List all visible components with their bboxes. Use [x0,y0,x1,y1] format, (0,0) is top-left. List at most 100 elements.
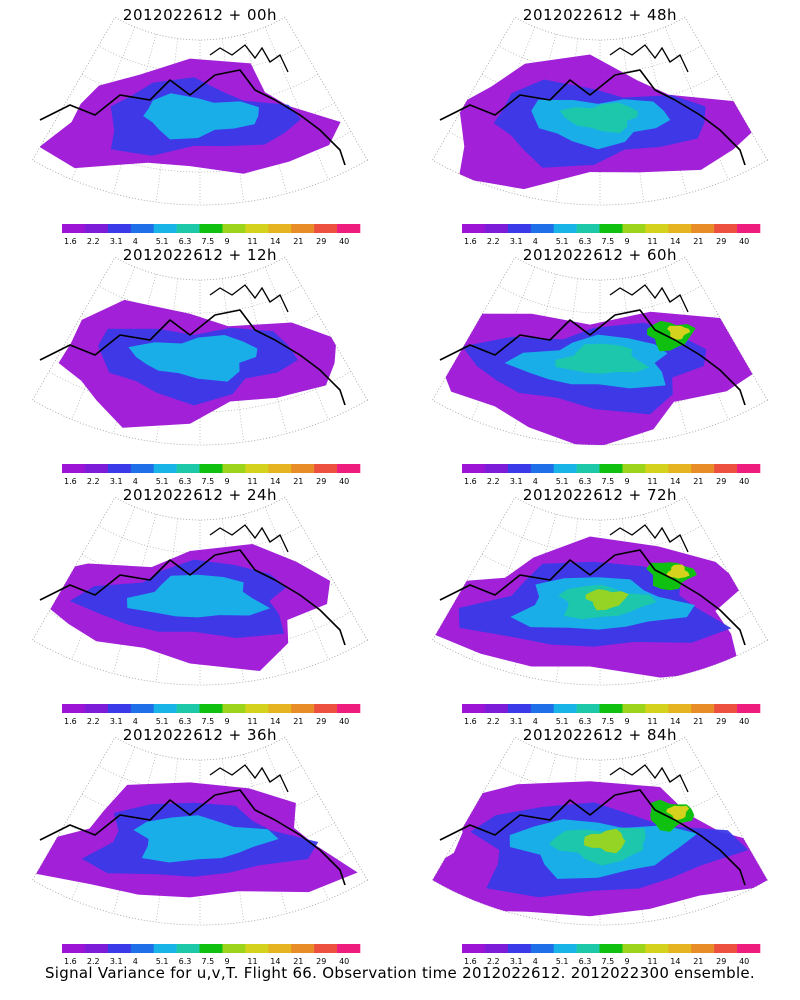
colorbar: 1.6 2.2 3.1 4 5.1 6.3 7.5 9 11 14 21 29 40 [62,704,361,726]
projected-map [431,256,769,446]
colorbar-label: 5.1 [556,237,569,246]
map-boundary [431,496,769,686]
colorbar-label: 7.5 [202,477,215,486]
colorbar-label: 6.3 [579,477,592,486]
colorbar-swatch [199,704,223,713]
colorbar-swatch [714,464,738,473]
colorbar-swatch [576,224,600,233]
colorbar-swatch [62,464,86,473]
projected-map [431,496,769,686]
colorbar-label: 11 [647,957,657,966]
colorbar-swatch [153,944,177,953]
colorbar-label: 4 [133,957,138,966]
map-boundary [31,16,369,206]
colorbar-label: 6.3 [179,477,192,486]
coastline [209,284,289,313]
colorbar: 1.6 2.2 3.1 4 5.1 6.3 7.5 9 11 14 21 29 40 [62,944,361,966]
variance-field [32,544,331,671]
colorbar-label: 5.1 [556,957,569,966]
colorbar-swatch [153,464,177,473]
projected-map [31,256,369,446]
colorbar-label: 4 [533,717,538,726]
colorbar-swatch [599,224,623,233]
colorbar-label: 2.2 [487,717,500,726]
colorbar-swatch [484,224,509,233]
variance-contour [555,343,650,374]
coastline [39,549,346,646]
coastline [209,764,289,793]
colorbar: 1.6 2.2 3.1 4 5.1 6.3 7.5 9 11 14 21 29 40 [462,224,761,246]
colorbar-swatch [737,944,761,953]
colorbar-swatch [222,704,246,713]
map-panel: 2012022612 + 00h 1.6 2.2 3.1 4 5.1 6.3 7.5 9 11 14… [0,0,400,246]
colorbar-swatch [130,704,154,713]
colorbar-swatch [484,464,509,473]
colorbar-label: 1.6 [64,477,77,486]
colorbar-label: 6.3 [179,957,192,966]
projected-map [31,16,369,206]
map-panel: 2012022612 + 36h 1.6 2.2 3.1 4 5.1 6.3 7.5 9 11 14… [0,720,400,966]
variance-contour [666,564,690,579]
variance-contour [583,828,626,854]
colorbar-label: 3.1 [510,957,523,966]
colorbar-swatch [530,224,554,233]
colorbar-swatch [268,704,292,713]
colorbar-label: 2.2 [87,237,100,246]
map-panel: 2012022612 + 72h 1.6 2.2 3.1 4 5.1 6.3 7.5 9 11 14… [400,480,800,726]
colorbar-label: 40 [739,237,749,246]
coastline [209,524,289,553]
variance-contour [133,815,279,863]
colorbar-swatch [245,464,269,473]
colorbar-swatch [622,464,646,473]
colorbar-label: 1.6 [464,237,477,246]
colorbar-swatch [337,704,361,713]
colorbar-swatch [199,224,223,233]
colorbar-swatch [553,224,577,233]
colorbar-swatch [314,464,338,473]
variance-field [32,782,358,898]
colorbar-swatch [84,464,109,473]
colorbar-swatch [553,464,577,473]
map-panel: 2012022612 + 12h 1.6 2.2 3.1 4 5.1 6.3 7.5 9 11 14… [0,240,400,486]
colorbar-swatch [291,464,315,473]
colorbar-label: 4 [133,237,138,246]
colorbar-swatch [599,464,623,473]
colorbar-swatch [314,704,338,713]
colorbar-label: 5.1 [556,717,569,726]
coastline [209,44,289,73]
colorbar-label: 3.1 [110,237,123,246]
colorbar-label: 40 [739,717,749,726]
colorbar-swatch [668,704,692,713]
colorbar-label: 9 [224,237,229,246]
colorbar-swatch [462,224,486,233]
colorbar-label: 2.2 [87,477,100,486]
colorbar-label: 11 [247,237,257,246]
colorbar-swatch [737,224,761,233]
colorbar-swatch [245,944,269,953]
colorbar-label: 4 [533,477,538,486]
map-panel: 2012022612 + 48h 1.6 2.2 3.1 4 5.1 6.3 7.5 9 11 14… [400,0,800,246]
projected-map [31,496,369,686]
colorbar-label: 21 [293,477,303,486]
colorbar-label: 14 [270,717,280,726]
colorbar-swatch [199,944,223,953]
colorbar-label: 2.2 [487,237,500,246]
panel-title: 2012022612 + 84h [522,726,678,744]
colorbar-swatch [130,464,154,473]
colorbar: 1.6 2.2 3.1 4 5.1 6.3 7.5 9 11 14 21 29 40 [462,704,761,726]
variance-contour [143,93,259,140]
colorbar-label: 29 [716,957,726,966]
coastline [39,309,346,406]
colorbar: 1.6 2.2 3.1 4 5.1 6.3 7.5 9 11 14 21 29 40 [62,224,361,246]
colorbar-swatch [176,704,200,713]
colorbar-label: 14 [670,477,680,486]
colorbar-label: 4 [533,957,538,966]
colorbar-label: 11 [647,477,657,486]
colorbar-swatch [714,704,738,713]
colorbar-swatch [507,704,532,713]
colorbar-label: 40 [339,717,349,726]
colorbar-swatch [84,224,109,233]
colorbar-label: 3.1 [510,237,523,246]
variance-contour [128,335,258,382]
colorbar-swatch [691,944,715,953]
